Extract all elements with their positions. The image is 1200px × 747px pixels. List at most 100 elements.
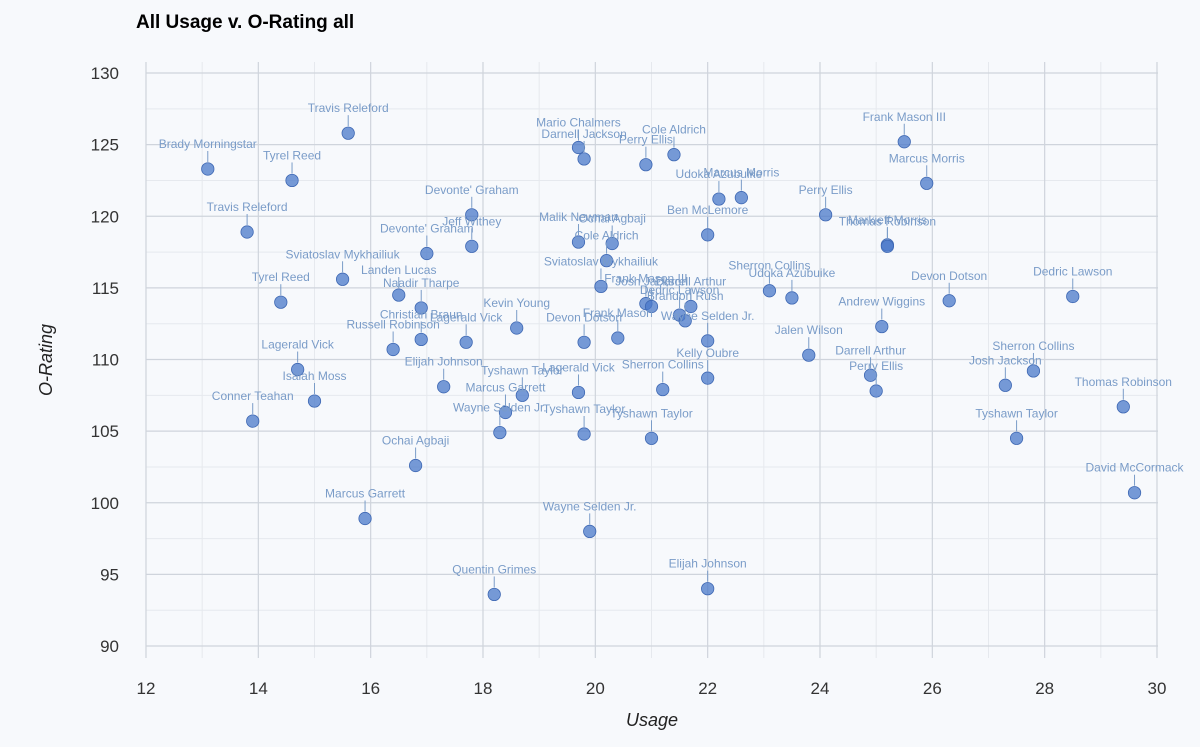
scatter-point[interactable] (656, 382, 670, 397)
scatter-point[interactable] (880, 239, 895, 253)
scatter-point[interactable] (701, 228, 715, 242)
scatter-point[interactable] (644, 431, 659, 445)
point-label: Lagerald Vick (542, 360, 615, 374)
scatter-point[interactable] (701, 334, 715, 348)
scatter-point[interactable] (1116, 400, 1130, 414)
y-tick-label: 100 (91, 494, 119, 513)
point-label: Dedric Lawson (1033, 264, 1112, 278)
point-label: Perry Ellis (619, 133, 673, 147)
scatter-point[interactable] (897, 135, 911, 149)
scatter-point[interactable] (577, 427, 591, 441)
scatter-point[interactable] (667, 148, 681, 162)
scatter-point[interactable] (414, 301, 428, 315)
point-label: David McCormack (1086, 461, 1185, 475)
y-tick-label: 125 (91, 136, 119, 155)
scatter-point[interactable] (392, 288, 406, 302)
point-label: Naadir Tharpe (383, 276, 460, 290)
x-tick-label: 12 (137, 679, 156, 698)
point-label: Travis Releford (308, 101, 389, 115)
scatter-point[interactable] (639, 158, 653, 172)
scatter-point[interactable] (599, 254, 614, 268)
scatter-point[interactable] (274, 295, 288, 309)
point-label: Kevin Young (483, 296, 550, 310)
scatter-point[interactable] (1009, 431, 1024, 445)
scatter-point[interactable] (571, 235, 586, 249)
scatter-point[interactable] (785, 291, 799, 305)
scatter-point[interactable] (341, 126, 355, 140)
scatter-point[interactable] (611, 331, 625, 345)
scatter-point[interactable] (920, 176, 934, 190)
scatter-point[interactable] (863, 368, 878, 382)
x-tick-label: 30 (1148, 679, 1167, 698)
scatter-point[interactable] (459, 335, 473, 349)
x-tick-label: 22 (698, 679, 717, 698)
point-label: Brady Morningstar (159, 137, 257, 151)
y-axis-title: O-Rating (36, 324, 56, 396)
scatter-point[interactable] (762, 284, 777, 298)
scatter-point[interactable] (487, 587, 501, 602)
scatter-point[interactable] (465, 239, 479, 253)
scatter-point[interactable] (465, 208, 479, 222)
scatter-point[interactable] (571, 140, 586, 155)
chart-title: All Usage v. O-Rating all (136, 12, 355, 33)
point-label: Andrew Wiggins (838, 295, 925, 309)
scatter-point[interactable] (437, 380, 451, 394)
scatter-point[interactable] (201, 162, 215, 176)
scatter-point[interactable] (734, 191, 748, 205)
axes: 12 14 16 18 20 22 24 26 28 30 90 95 100 105 110 115 120 1… (91, 64, 1167, 698)
point-label: Ben McLemore (667, 203, 749, 217)
point-label: Darnell Jackson (541, 127, 626, 141)
point-label: Mario Chalmers (536, 115, 621, 129)
scatter-point[interactable] (605, 236, 619, 251)
point-label: Tyshawn Taylor (543, 402, 625, 416)
scatter-point[interactable] (712, 192, 726, 206)
scatter-point[interactable] (335, 272, 350, 286)
scatter-point[interactable] (583, 524, 597, 539)
x-tick-label: 28 (1035, 679, 1054, 698)
scatter-point[interactable] (493, 425, 507, 440)
scatter-point[interactable] (678, 314, 692, 328)
scatter-point[interactable] (802, 348, 816, 362)
scatter-point[interactable] (420, 246, 434, 261)
scatter-point[interactable] (577, 152, 591, 166)
y-tick-label: 95 (100, 565, 119, 584)
point-label: Dedric Lawson (640, 283, 719, 297)
points (201, 126, 1142, 602)
scatter-point[interactable] (819, 208, 833, 222)
scatter-point[interactable] (515, 388, 529, 402)
y-tick-label: 90 (100, 637, 119, 656)
point-label: Darrell Arthur (655, 274, 726, 288)
scatter-point[interactable] (1066, 289, 1080, 304)
point-label: Frank Mason (583, 306, 653, 320)
scatter-point[interactable] (942, 294, 956, 308)
scatter-point[interactable] (510, 321, 524, 335)
scatter-point[interactable] (386, 342, 400, 357)
scatter-point[interactable] (701, 371, 715, 385)
point-label: Josh Jackson (615, 274, 688, 288)
scatter-point[interactable] (594, 279, 608, 294)
scatter-point[interactable] (875, 319, 889, 334)
scatter-point[interactable] (285, 173, 299, 188)
scatter-point[interactable] (408, 458, 423, 473)
point-label: Perry Ellis (799, 183, 853, 197)
scatter-point[interactable] (240, 225, 254, 239)
scatter-point[interactable] (684, 299, 698, 314)
scatter-point[interactable] (571, 385, 586, 400)
scatter-point[interactable] (869, 384, 883, 398)
scatter-point[interactable] (644, 299, 659, 314)
point-label: Sviatoslav Mykhailiuk (286, 247, 401, 261)
scatter-point[interactable] (577, 335, 591, 349)
scatter-point[interactable] (498, 405, 513, 420)
point-label: Udoka Azubuike (676, 167, 763, 181)
scatter-point[interactable] (414, 332, 428, 347)
scatter-point[interactable] (1127, 486, 1142, 500)
scatter-point[interactable] (1026, 364, 1041, 378)
scatter-point[interactable] (307, 394, 322, 408)
scatter-point[interactable] (998, 378, 1012, 392)
scatter-point[interactable] (246, 414, 260, 428)
scatter-point[interactable] (358, 511, 372, 526)
scatter-point[interactable] (291, 362, 305, 377)
scatter-point[interactable] (701, 582, 715, 596)
point-label: Frank Mason III (604, 272, 687, 286)
